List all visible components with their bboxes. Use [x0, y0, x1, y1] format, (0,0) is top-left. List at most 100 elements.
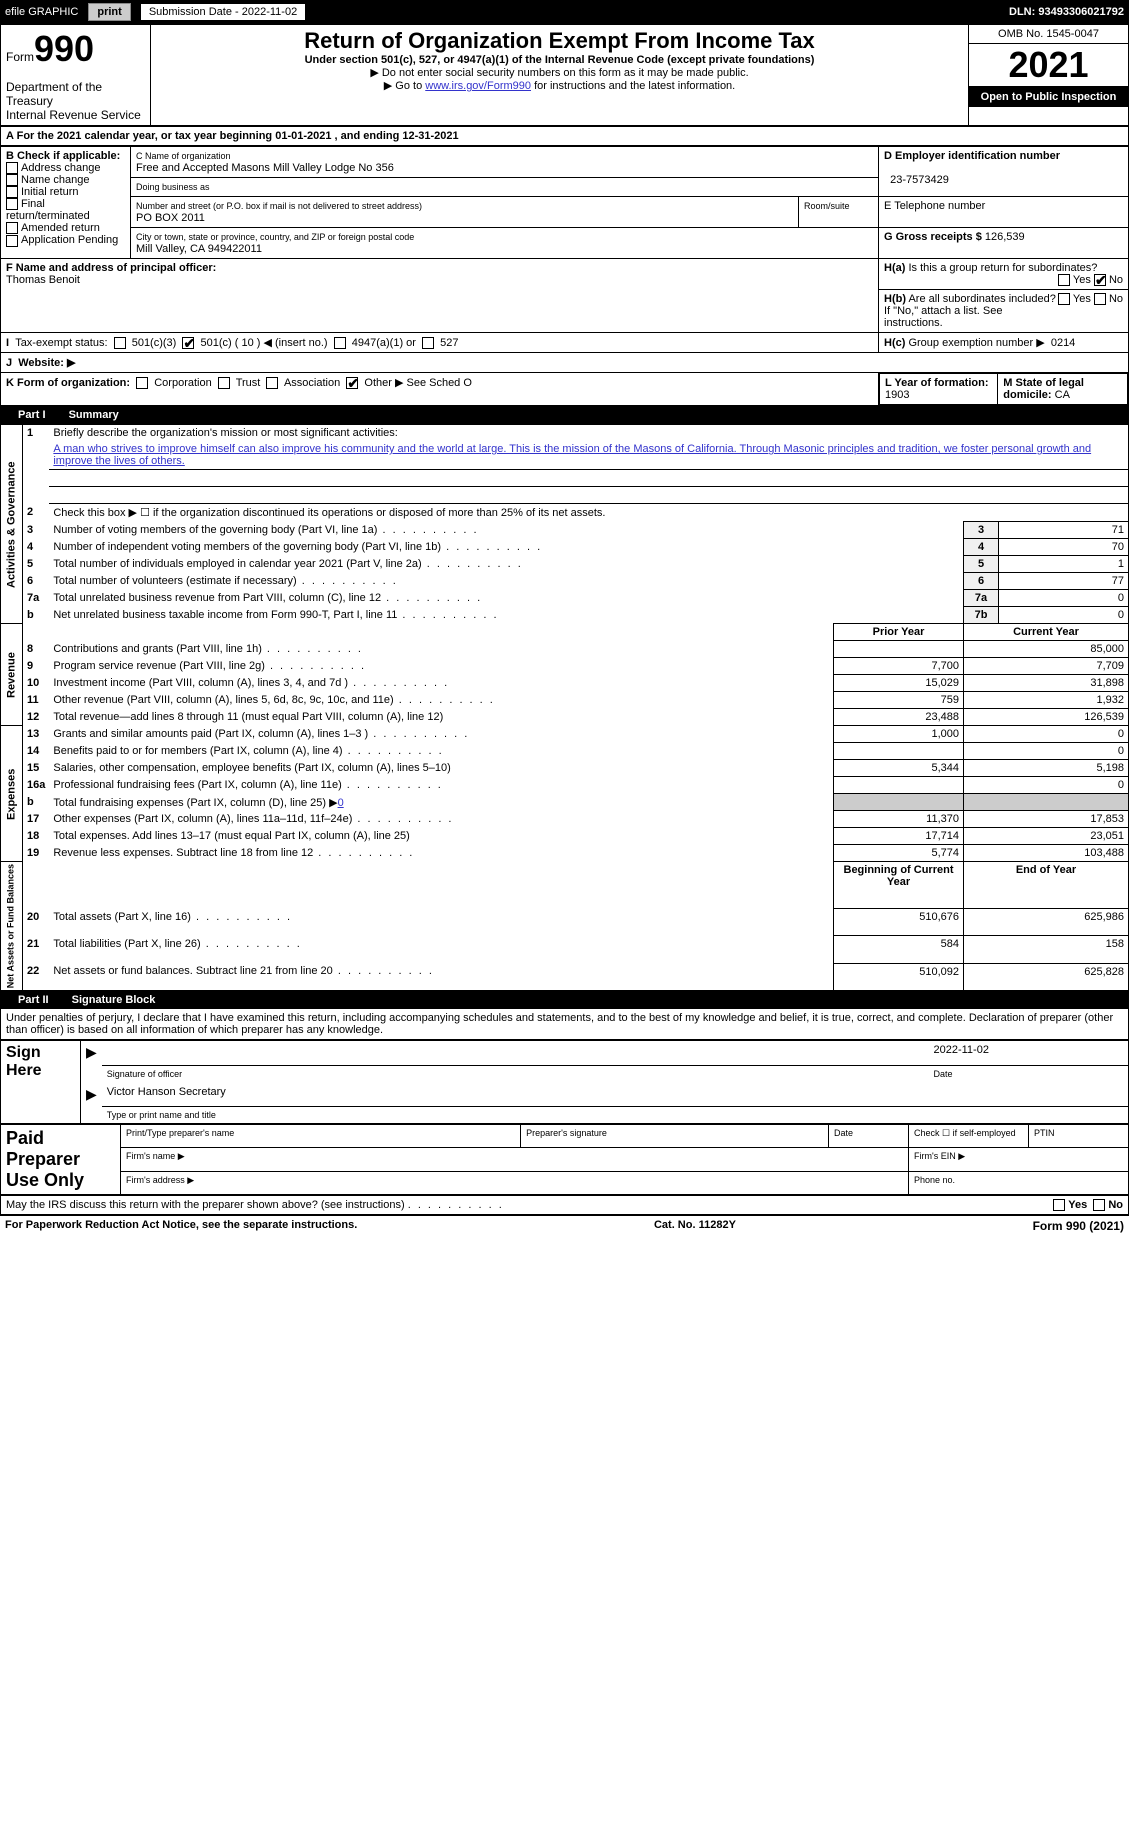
cat-no: Cat. No. 11282Y [654, 1219, 736, 1233]
c10: 31,898 [964, 675, 1129, 692]
section-a-date2: 12-31-2021 [402, 130, 458, 142]
hb-label: Are all subordinates included? [908, 293, 1055, 305]
pending-checkbox[interactable] [6, 235, 18, 247]
line18: Total expenses. Add lines 13–17 (must eq… [49, 828, 833, 845]
line1-text: A man who strives to improve himself can… [49, 441, 1128, 470]
501c3-checkbox[interactable] [114, 337, 126, 349]
p8 [834, 641, 964, 658]
date-label: Date [929, 1066, 1129, 1084]
section-a-pre: For the 2021 calendar year, or tax year … [17, 130, 276, 142]
section-c-name: C Name of organization Free and Accepted… [131, 147, 879, 178]
amended-checkbox[interactable] [6, 222, 18, 234]
trust-checkbox[interactable] [218, 377, 230, 389]
501c-checkbox[interactable] [182, 337, 194, 349]
discuss-no-checkbox[interactable] [1093, 1199, 1105, 1211]
section-g: G Gross receipts $ 126,539 [879, 228, 1129, 259]
irs-link[interactable]: www.irs.gov/Form990 [425, 80, 531, 92]
ha-yes-checkbox[interactable] [1058, 274, 1070, 286]
room-suite: Room/suite [799, 197, 879, 228]
line16a: Professional fundraising fees (Part IX, … [49, 777, 833, 794]
final-checkbox[interactable] [6, 198, 18, 210]
discuss-yes-checkbox[interactable] [1053, 1199, 1065, 1211]
section-k-label: K Form of organization: [6, 377, 130, 389]
year-formation: 1903 [885, 389, 909, 401]
other-checkbox[interactable] [346, 377, 358, 389]
line7a: Total unrelated business revenue from Pa… [49, 590, 963, 607]
officer-name: Thomas Benoit [6, 274, 80, 286]
part1-header: Part I Summary [0, 406, 1129, 424]
v6: 77 [999, 573, 1129, 590]
initial-checkbox[interactable] [6, 186, 18, 198]
line15: Salaries, other compensation, employee b… [49, 760, 833, 777]
assoc-label: Association [284, 377, 340, 389]
v7a: 0 [999, 590, 1129, 607]
prior-hdr: Prior Year [834, 624, 964, 641]
hb-no-checkbox[interactable] [1094, 293, 1106, 305]
other-label: Other ▶ [364, 377, 403, 389]
addr-change-checkbox[interactable] [6, 162, 18, 174]
form-ref: Form 990 (2021) [1033, 1219, 1124, 1233]
hb-note: If "No," attach a list. See instructions… [884, 305, 1002, 329]
hb-yes-checkbox[interactable] [1058, 293, 1070, 305]
efile-label: efile GRAPHIC [5, 6, 78, 18]
note2-pre: ▶ Go to [384, 80, 425, 92]
title-cell: Return of Organization Exempt From Incom… [151, 25, 969, 126]
line11: Other revenue (Part VIII, column (A), li… [49, 692, 833, 709]
initial-label: Initial return [21, 186, 78, 198]
p22: 510,092 [834, 963, 964, 990]
p15: 5,344 [834, 760, 964, 777]
phone: Phone no. [909, 1171, 1129, 1194]
paid-prep-label: Paid Preparer Use Only [1, 1124, 121, 1194]
form-header-table: Form990 Department of the Treasury Inter… [0, 24, 1129, 126]
501c3-label: 501(c)(3) [132, 337, 177, 349]
phone-label: E Telephone number [884, 200, 985, 212]
c15: 5,198 [964, 760, 1129, 777]
vert-rev: Revenue [1, 624, 23, 726]
yes3: Yes [1068, 1199, 1087, 1211]
line5: Total number of individuals employed in … [49, 556, 963, 573]
amended-label: Amended return [21, 222, 100, 234]
section-d-label: D Employer identification number [884, 150, 1060, 162]
other-value: See Sched O [406, 377, 471, 389]
c17: 17,853 [964, 811, 1129, 828]
501c-label: 501(c) ( 10 ) ◀ (insert no.) [201, 337, 328, 349]
p13: 1,000 [834, 726, 964, 743]
c16a: 0 [964, 777, 1129, 794]
city-label: City or town, state or province, country… [136, 232, 414, 242]
c12: 126,539 [964, 709, 1129, 726]
no-label: No [1109, 274, 1123, 286]
print-button[interactable]: print [88, 3, 130, 21]
name-change-checkbox[interactable] [6, 174, 18, 186]
sig-officer-label: Signature of officer [102, 1066, 929, 1084]
line14: Benefits paid to or for members (Part IX… [49, 743, 833, 760]
527-checkbox[interactable] [422, 337, 434, 349]
vert-ag: Activities & Governance [1, 425, 23, 624]
ha-no-checkbox[interactable] [1094, 274, 1106, 286]
section-i-label: Tax-exempt status: [15, 337, 107, 349]
form-subtitle: Under section 501(c), 527, or 4947(a)(1)… [156, 54, 963, 66]
line2: Check this box ▶ ☐ if the organization d… [49, 504, 1128, 522]
c8: 85,000 [964, 641, 1129, 658]
v7b: 0 [999, 607, 1129, 624]
open-public: Open to Public Inspection [969, 87, 1128, 107]
corp-checkbox[interactable] [136, 377, 148, 389]
summary-table: Activities & Governance 1 Briefly descri… [0, 424, 1129, 991]
4947-checkbox[interactable] [334, 337, 346, 349]
part1-title: Summary [69, 409, 119, 421]
part2-decl: Under penalties of perjury, I declare th… [0, 1009, 1129, 1040]
v4: 70 [999, 539, 1129, 556]
section-lm: L Year of formation: 1903 M State of leg… [879, 373, 1129, 406]
may-irs-label: May the IRS discuss this return with the… [6, 1199, 405, 1211]
form-title: Return of Organization Exempt From Incom… [156, 28, 963, 54]
section-m-label: M State of legal domicile: [1003, 377, 1084, 401]
assoc-checkbox[interactable] [266, 377, 278, 389]
typed-name: Victor Hanson Secretary [102, 1083, 1129, 1106]
form-note1: ▶ Do not enter social security numbers o… [156, 66, 963, 79]
self-emp: Check ☐ if self-employed [909, 1124, 1029, 1147]
line6: Total number of volunteers (estimate if … [49, 573, 963, 590]
part2-title: Signature Block [72, 994, 156, 1006]
section-j: J Website: ▶ [1, 353, 1129, 373]
dln-label: DLN: 93493306021792 [1009, 6, 1124, 18]
v5: 1 [999, 556, 1129, 573]
irs-label: Internal Revenue Service [6, 108, 145, 122]
